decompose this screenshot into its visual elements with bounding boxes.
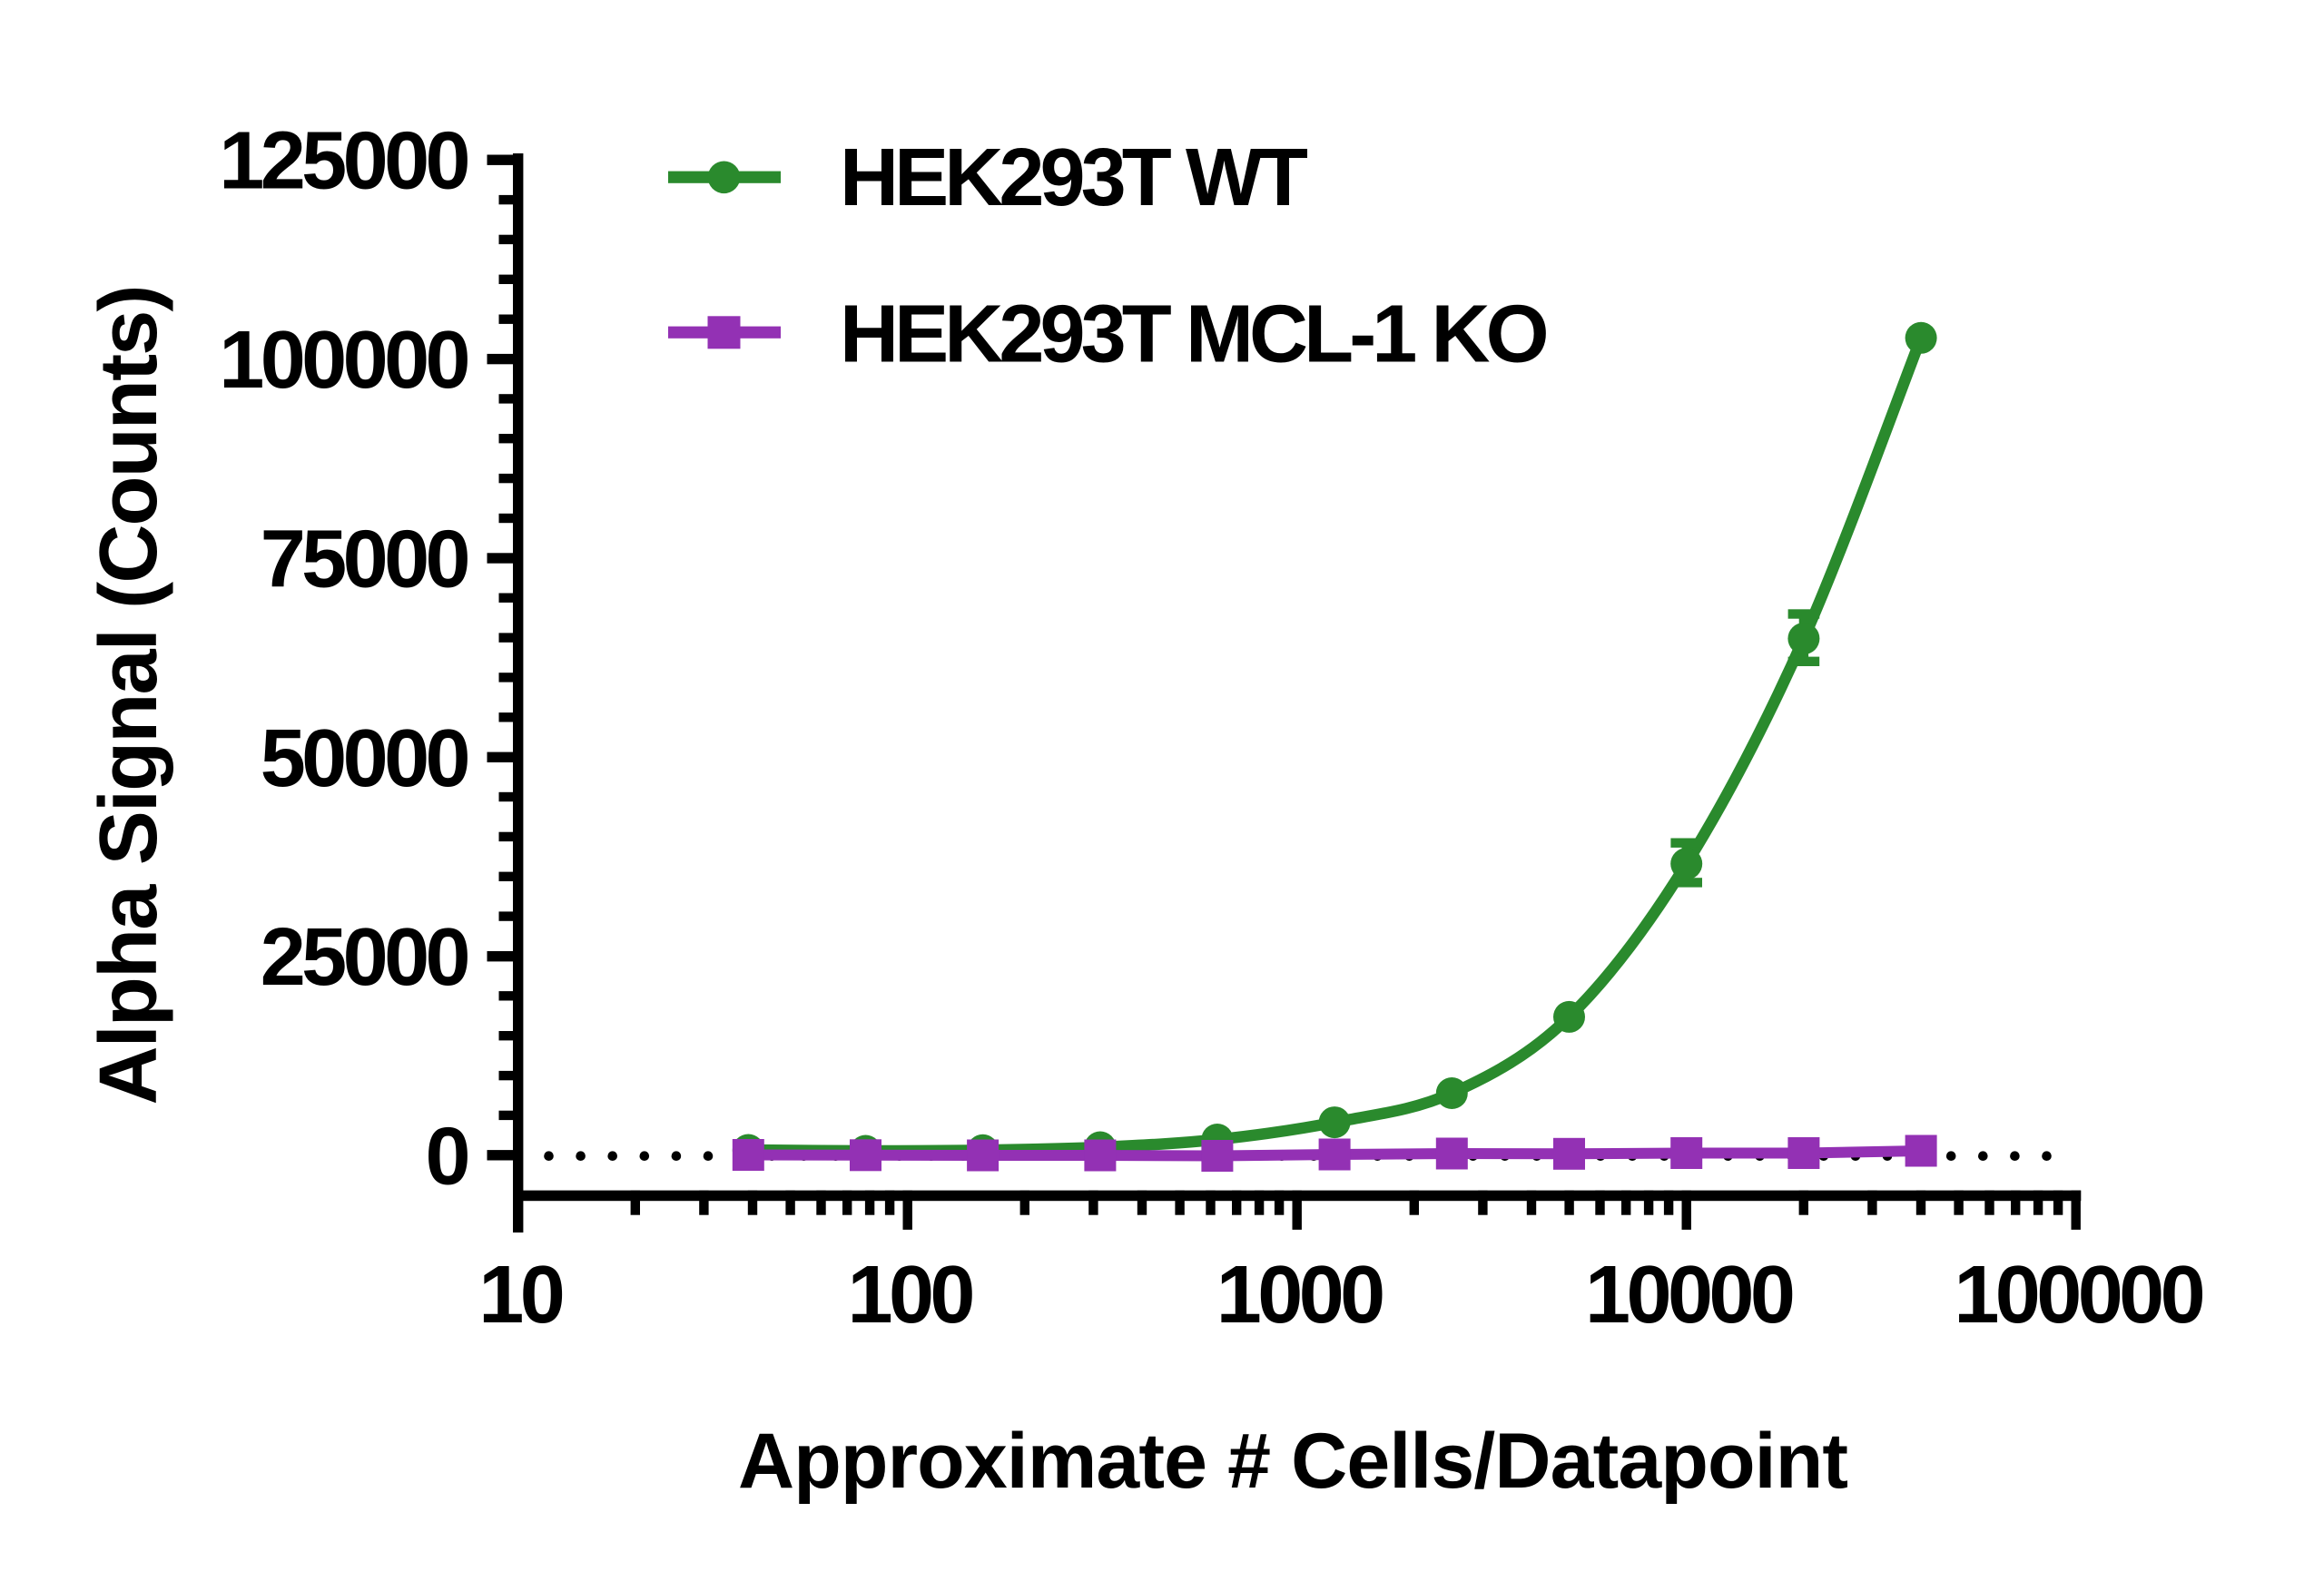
svg-text:125000: 125000 [219, 116, 468, 207]
svg-text:HEK293T MCL-1 KO: HEK293T MCL-1 KO [840, 289, 1547, 379]
svg-text:50000: 50000 [261, 713, 468, 804]
svg-text:100000: 100000 [1954, 1250, 2202, 1341]
svg-text:Alpha Signal (Counts): Alpha Signal (Counts) [84, 285, 174, 1105]
svg-text:100000: 100000 [219, 315, 468, 406]
svg-text:75000: 75000 [261, 515, 468, 605]
svg-text:Approximate # Cells/Datapoint: Approximate # Cells/Datapoint [738, 1418, 1848, 1505]
svg-text:25000: 25000 [261, 912, 468, 1003]
svg-text:10: 10 [478, 1250, 562, 1341]
svg-text:100: 100 [848, 1250, 973, 1341]
svg-text:0: 0 [426, 1111, 468, 1202]
svg-text:HEK293T WT: HEK293T WT [840, 133, 1308, 223]
svg-text:10000: 10000 [1585, 1250, 1793, 1341]
svg-text:1000: 1000 [1216, 1250, 1383, 1341]
